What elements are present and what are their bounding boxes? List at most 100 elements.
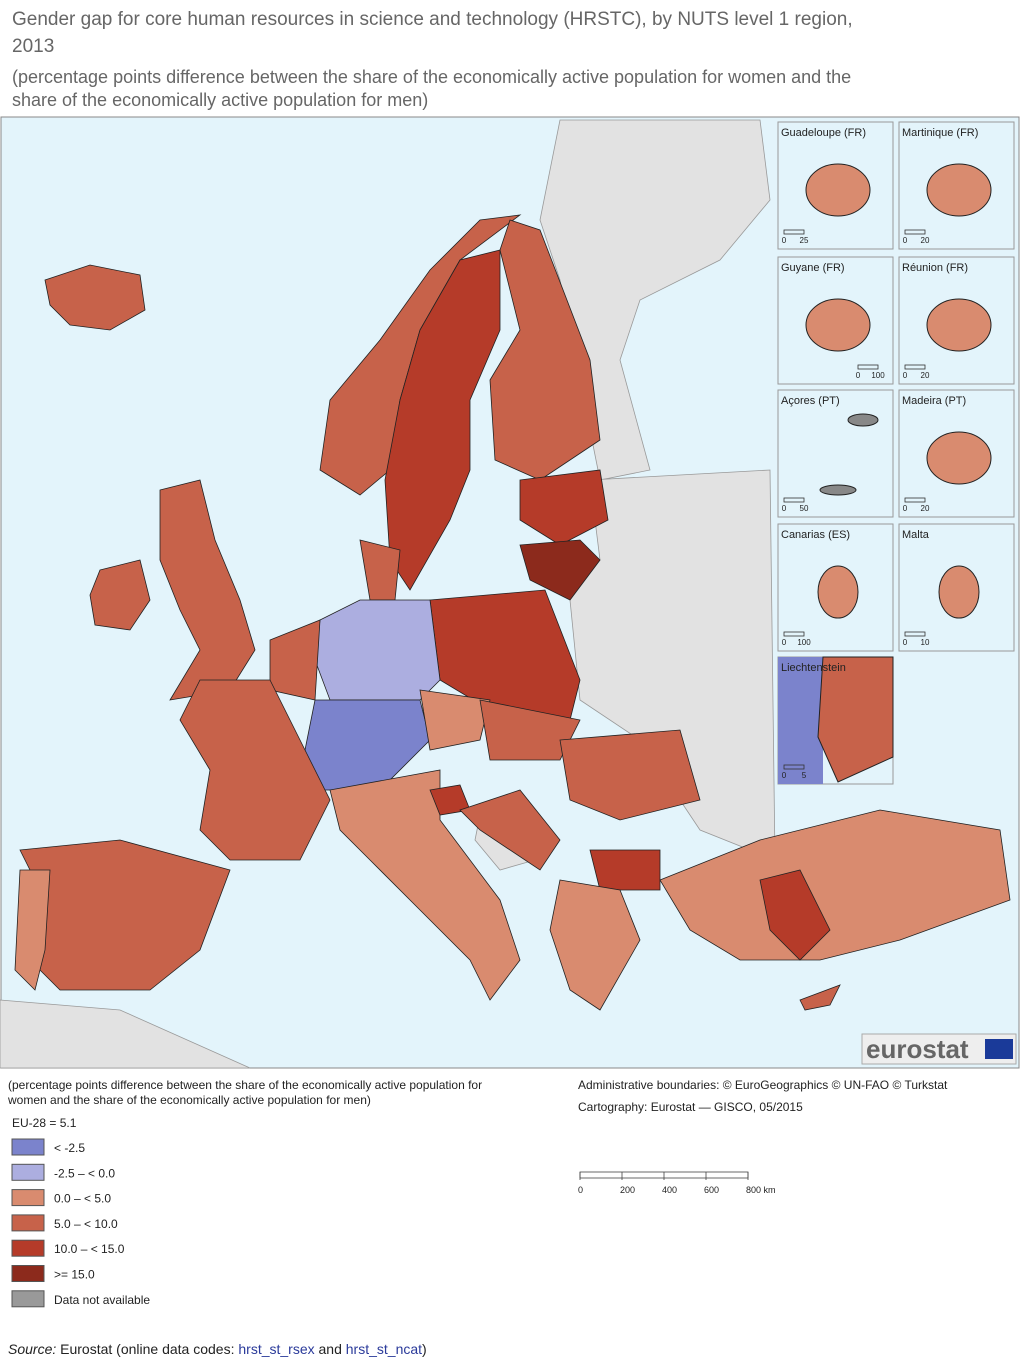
inset: Canarias (ES) 0 100 (777, 523, 894, 652)
cyprus (799, 984, 841, 1011)
legend-swatch (11, 1214, 45, 1232)
inset-scale (904, 364, 926, 370)
subtitle: share of the economically active populat… (12, 90, 428, 110)
inset: Açores (PT) 0 50 (777, 389, 894, 518)
legend-swatch (11, 1290, 45, 1308)
inset-frame (777, 389, 894, 518)
inset-region (847, 413, 879, 427)
inset-label: Madeira (PT) (902, 395, 966, 407)
inset-scale-label: 0 (856, 371, 861, 380)
inset-region (926, 298, 992, 352)
legend-swatch (11, 1239, 45, 1257)
inset-scale (904, 631, 926, 637)
inset: Guyane (FR) 0 100 (777, 256, 894, 385)
inset-scale-label: 100 (871, 371, 885, 380)
inset: Martinique (FR) 0 20 (898, 121, 1015, 250)
inset-scale-label: 20 (921, 236, 930, 245)
inset-scale-label: 0 (903, 371, 908, 380)
scale-label: 400 (662, 1185, 677, 1195)
legend-swatch (11, 1265, 45, 1282)
inset-scale-label: 20 (921, 371, 930, 380)
source-label: Source: (8, 1341, 56, 1357)
inset-scale (783, 497, 805, 503)
source-text: and (319, 1341, 342, 1357)
germany-north (314, 599, 441, 701)
legend-note: women and the share of the economically … (7, 1093, 371, 1107)
scalebar: 0 200 400 600 800 km (578, 1171, 776, 1195)
inset-scale-label: 100 (797, 638, 811, 647)
eu-flag (985, 1039, 1013, 1059)
ireland (89, 559, 151, 631)
title: 2013 (12, 36, 54, 57)
inset-region (805, 163, 871, 217)
inset-region (819, 484, 857, 496)
legend-label: 5.0 – < 10.0 (54, 1217, 118, 1231)
inset-scale (857, 364, 879, 370)
inset-scale (904, 497, 926, 503)
inset-scale-label: 0 (782, 771, 787, 780)
scale-label: 800 km (746, 1185, 776, 1195)
subtitle: (percentage points difference between th… (12, 67, 851, 87)
sweden (384, 249, 501, 591)
legend-label: >= 15.0 (54, 1268, 95, 1282)
inset-scale-label: 0 (782, 638, 787, 647)
inset-label: Canarias (ES) (781, 529, 850, 541)
inset-scale-label: 50 (800, 504, 809, 513)
portugal (14, 869, 51, 991)
inset-scale-label: 5 (802, 771, 807, 780)
turkey-central (759, 869, 831, 961)
inset-scale-label: 20 (921, 504, 930, 513)
legend-label: Data not available (54, 1293, 150, 1307)
legend-label: 0.0 – < 5.0 (54, 1192, 111, 1206)
map (0, 119, 1011, 1069)
norway (319, 214, 522, 496)
source-text: Eurostat (online data codes: (60, 1341, 234, 1357)
legend-swatch (11, 1189, 45, 1207)
iceland (44, 264, 146, 331)
inset-region (926, 431, 992, 485)
inset-region (938, 565, 980, 619)
title: Gender gap for core human resources in s… (12, 9, 853, 30)
credits: Administrative boundaries: © EuroGeograp… (578, 1078, 948, 1092)
inset-label: Guadeloupe (FR) (781, 127, 866, 139)
inset-scale-label: 0 (903, 504, 908, 513)
scale-label: 0 (578, 1185, 583, 1195)
africa (0, 999, 251, 1069)
insets: Guadeloupe (FR) 0 25 Martinique (FR) 0 20 Guya… (777, 121, 1015, 785)
source-link[interactable]: hrst_st_ncat (346, 1341, 422, 1357)
slovakia-hungary (479, 699, 581, 761)
inset: Malta 0 10 (898, 523, 1015, 652)
inset-label: Guyane (FR) (781, 262, 845, 274)
inset-region (926, 163, 992, 217)
inset-region (817, 656, 894, 783)
estonia-latvia (519, 469, 609, 546)
inset-scale-label: 25 (800, 236, 809, 245)
benelux (269, 619, 321, 701)
legend-label: 10.0 – < 15.0 (54, 1242, 125, 1256)
inset-scale (904, 229, 926, 235)
inset-region (817, 565, 859, 619)
inset-scale (783, 631, 805, 637)
legend-eu28: EU-28 = 5.1 (12, 1116, 77, 1130)
inset-scale (783, 764, 805, 770)
inset-scale-label: 0 (782, 504, 787, 513)
czechia (419, 689, 491, 751)
inset-scale-label: 0 (903, 638, 908, 647)
inset: Guadeloupe (FR) 0 25 (777, 121, 894, 250)
inset-scale (783, 229, 805, 235)
inset: Réunion (FR) 0 20 (898, 256, 1015, 385)
legend-label: < -2.5 (54, 1141, 85, 1155)
inset: Madeira (PT) 0 20 (898, 389, 1015, 518)
credits: Cartography: Eurostat — GISCO, 05/2015 (578, 1100, 803, 1114)
legend-label: -2.5 – < 0.0 (54, 1166, 115, 1180)
france (179, 679, 331, 861)
legend-swatch (11, 1138, 45, 1156)
scale-label: 600 (704, 1185, 719, 1195)
legend-swatch (11, 1163, 45, 1181)
inset-scale-label: 10 (921, 638, 930, 647)
source-link[interactable]: hrst_st_rsex (238, 1341, 314, 1357)
greece (549, 879, 641, 1011)
croatia-serbia (459, 789, 561, 871)
inset-label: Açores (PT) (781, 395, 840, 407)
